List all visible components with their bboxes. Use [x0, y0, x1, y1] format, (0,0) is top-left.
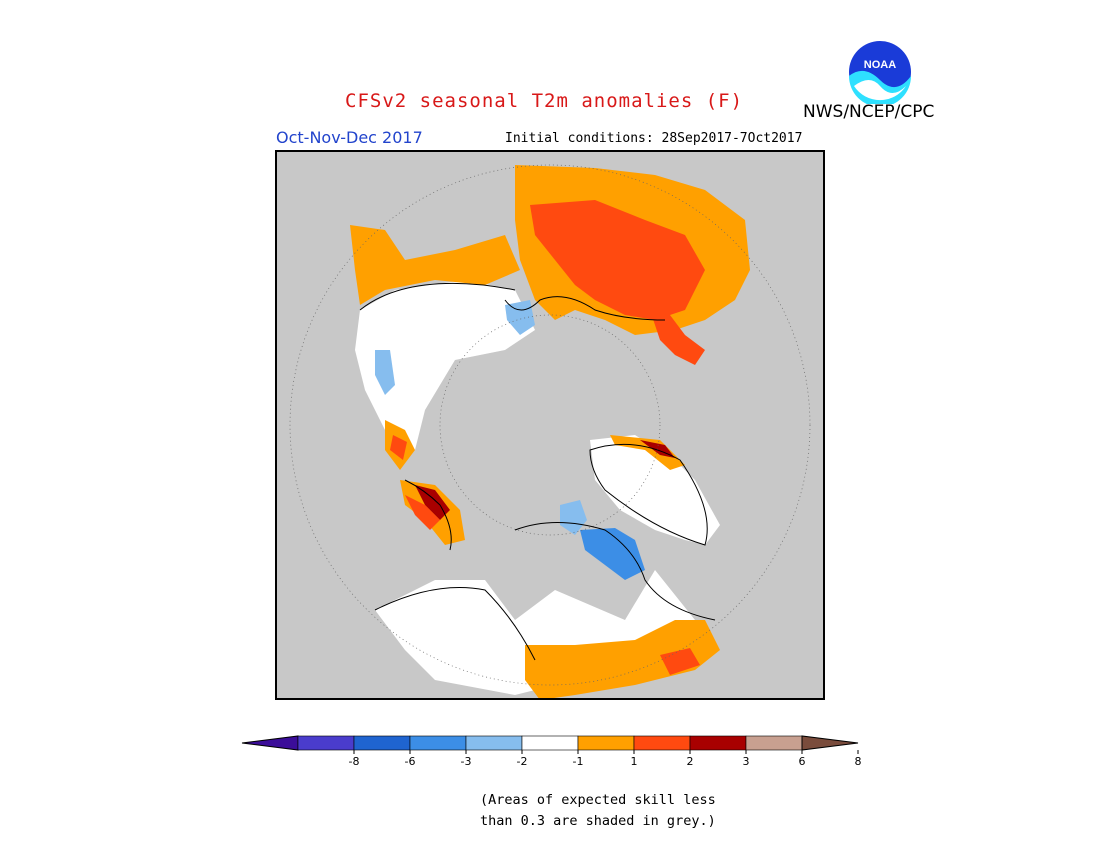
colorbar-arrow-right	[801, 735, 859, 751]
chart-title: CFSv2 seasonal T2m anomalies (F)	[345, 90, 744, 112]
anomaly-red-chukotka	[650, 310, 705, 365]
noaa-logo: NOAA	[849, 41, 911, 104]
coastlines	[359, 282, 716, 661]
anomaly-darkred-alaska	[415, 485, 450, 520]
colorbar-tick-label: -6	[405, 755, 416, 768]
colorbar-tick-label: 2	[687, 755, 694, 768]
colorbar: -8 -6 -3 -2 -1 1 2 3 6 8	[241, 735, 862, 768]
anomaly-white-greenland	[590, 435, 720, 545]
colorbar-tick-label: -2	[517, 755, 528, 768]
map-frame	[275, 150, 825, 700]
colorbar-tick-label: 3	[743, 755, 750, 768]
colorbar-box	[409, 735, 467, 751]
colorbar-box	[353, 735, 411, 751]
anomaly-blue-light-archipelago	[560, 500, 587, 535]
polar-anomaly-map	[275, 150, 825, 700]
colorbar-box	[689, 735, 747, 751]
colorbar-box	[297, 735, 355, 751]
colorbar-tick-label: 1	[631, 755, 638, 768]
anomaly-red-siberia	[530, 200, 705, 320]
initial-conditions-label: Initial conditions: 28Sep2017-7Oct2017	[505, 131, 803, 146]
anomaly-red-alaska	[405, 495, 440, 530]
graticule	[289, 164, 811, 686]
anomaly-red-us-east	[660, 648, 700, 675]
colorbar-box	[465, 735, 523, 751]
anomaly-blue-archipelago	[580, 528, 645, 580]
season-label: Oct-Nov-Dec 2017	[276, 128, 423, 147]
colorbar-arrow-left	[241, 735, 299, 751]
note-line-1: (Areas of expected skill less	[480, 792, 716, 808]
anomaly-orange-europe	[350, 225, 520, 305]
colorbar-box	[577, 735, 635, 751]
anomaly-shading	[350, 165, 750, 700]
skill-footnote: (Areas of expected skill less than 0.3 a…	[480, 790, 716, 832]
colorbar-tick-label: 6	[799, 755, 806, 768]
colorbar-tick-label: -8	[349, 755, 360, 768]
colorbar-tick-label: -1	[573, 755, 584, 768]
agency-label: NWS/NCEP/CPC	[803, 102, 935, 122]
anomaly-red-scandinavia	[390, 435, 407, 460]
colorbar-tick-label: -3	[461, 755, 472, 768]
anomaly-orange-us-east	[525, 620, 720, 700]
colorbar-box	[745, 735, 803, 751]
colorbar-box	[633, 735, 691, 751]
logo-text: NOAA	[864, 59, 896, 71]
colorbar-tick-label: 8	[855, 755, 862, 768]
colorbar-box	[521, 735, 579, 751]
anomaly-blue-scandi	[375, 350, 395, 395]
note-line-2: than 0.3 are shaded in grey.)	[480, 813, 716, 829]
anomaly-white-europe	[355, 280, 535, 450]
anomaly-orange-greenland-north	[610, 435, 685, 470]
